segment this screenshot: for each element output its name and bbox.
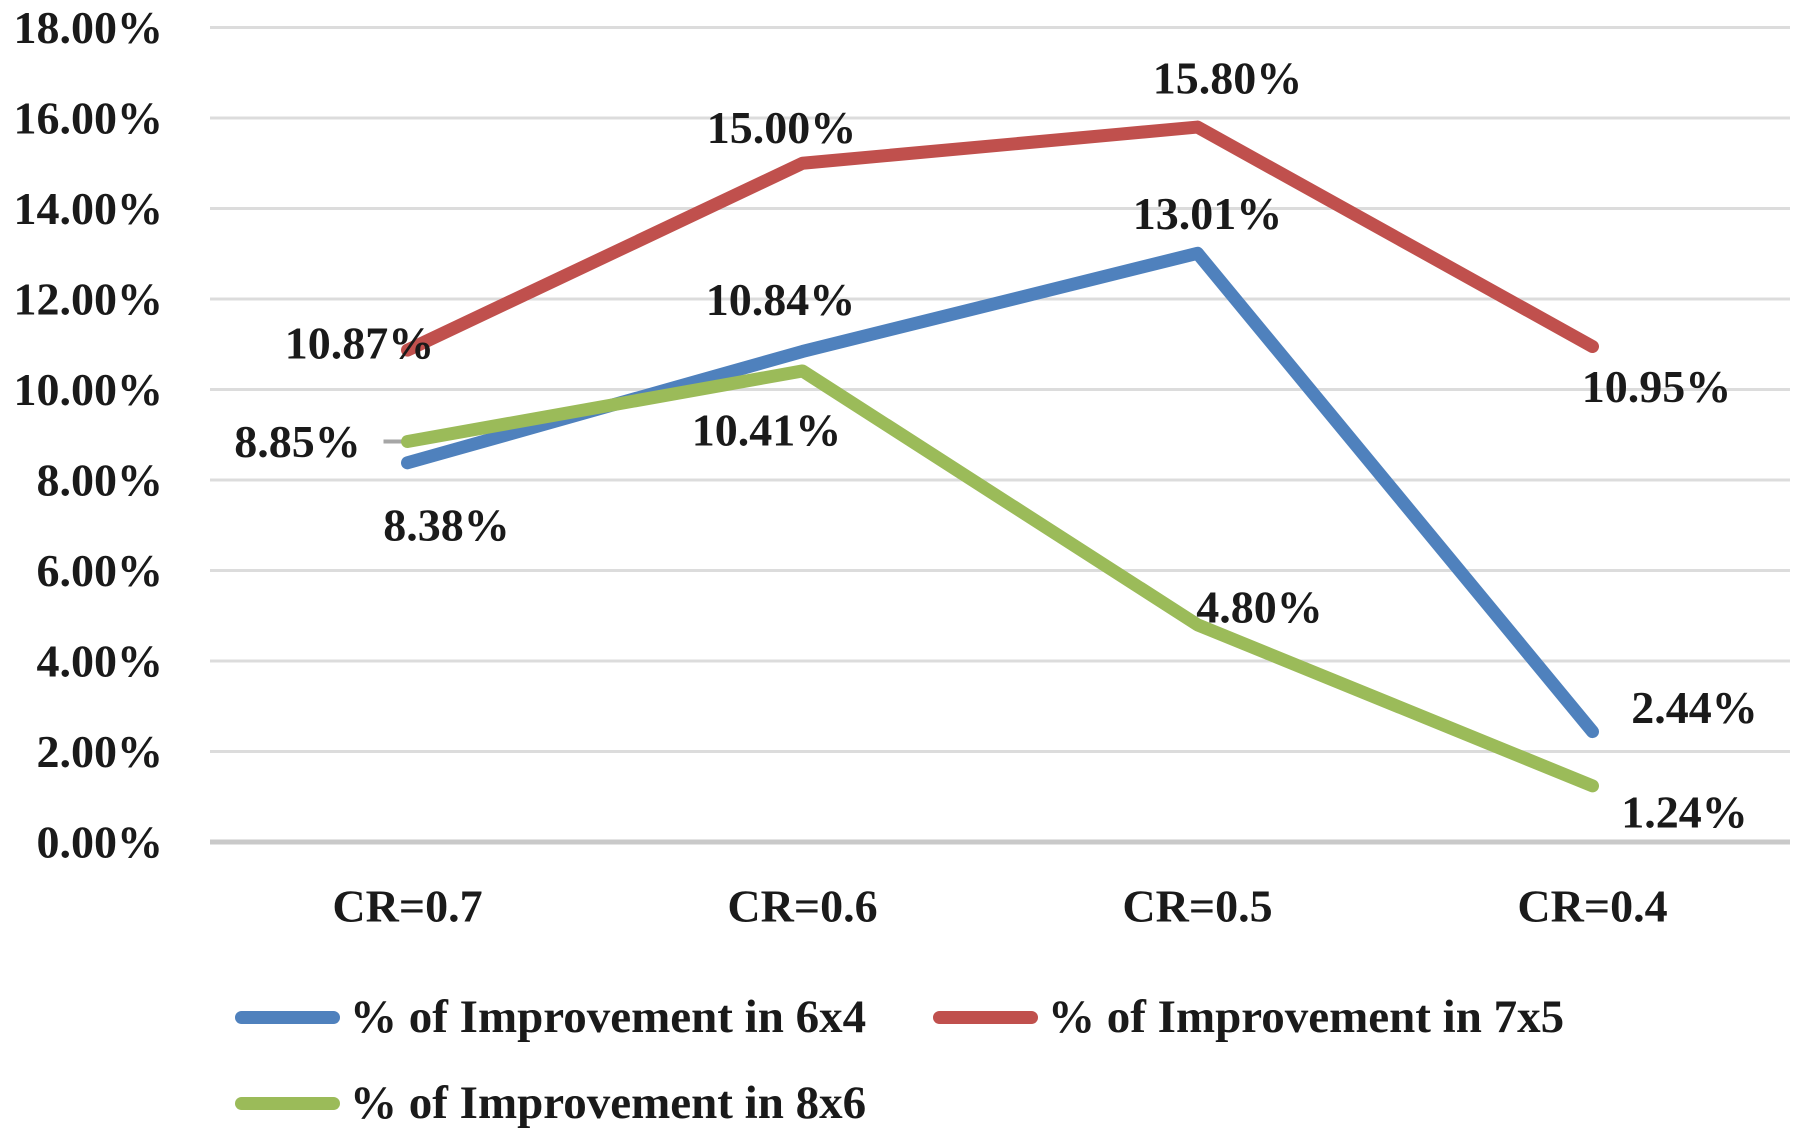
- data-label-2-1: 10.41%: [692, 404, 842, 455]
- legend-label-8x6: % of Improvement in 8x6: [350, 1076, 867, 1129]
- data-label-1-0: 10.87%: [285, 318, 435, 369]
- series-line-2: [401, 364, 1599, 793]
- data-label-0-2: 13.01%: [1133, 188, 1283, 239]
- legend-marker-8x6: [235, 1096, 340, 1110]
- x-category-label: CR=0.5: [1122, 881, 1272, 932]
- y-tick-label: 18.00%: [14, 2, 164, 53]
- legend-item-8x6: % of Improvement in 8x6: [235, 1075, 866, 1131]
- data-label-1-2: 15.80%: [1153, 53, 1303, 104]
- data-label-0-0: 8.38%: [383, 499, 510, 550]
- legend-item-7x5: % of Improvement in 7x5: [933, 989, 1564, 1045]
- data-label-2-3: 1.24%: [1621, 786, 1748, 837]
- y-tick-label: 16.00%: [14, 93, 164, 144]
- legend-label-6x4: % of Improvement in 6x4: [350, 990, 867, 1043]
- y-tick-label: 4.00%: [37, 636, 164, 687]
- legend-marker-6x4: [235, 1010, 340, 1024]
- y-tick-label: 10.00%: [14, 364, 164, 415]
- data-label-0-1: 10.84%: [706, 274, 856, 325]
- data-label-2-2: 4.80%: [1196, 581, 1323, 632]
- data-label-0-3: 2.44%: [1631, 682, 1758, 733]
- series-line-1: [401, 120, 1599, 357]
- y-tick-label: 8.00%: [37, 455, 164, 506]
- x-category-label: CR=0.4: [1517, 881, 1667, 932]
- y-tick-label: 12.00%: [14, 274, 164, 325]
- y-tick-label: 6.00%: [37, 545, 164, 596]
- data-label-2-0: 8.85%: [234, 416, 361, 467]
- y-tick-label: 0.00%: [37, 817, 164, 868]
- legend-marker-7x5: [933, 1010, 1038, 1024]
- data-label-1-1: 15.00%: [707, 102, 857, 153]
- x-category-label: CR=0.7: [332, 881, 482, 932]
- y-tick-label: 2.00%: [37, 726, 164, 777]
- data-label-1-3: 10.95%: [1582, 361, 1732, 412]
- x-category-label: CR=0.6: [727, 881, 877, 932]
- legend-item-6x4: % of Improvement in 6x4: [235, 989, 866, 1045]
- y-tick-label: 14.00%: [14, 183, 164, 234]
- legend-label-7x5: % of Improvement in 7x5: [1048, 990, 1565, 1043]
